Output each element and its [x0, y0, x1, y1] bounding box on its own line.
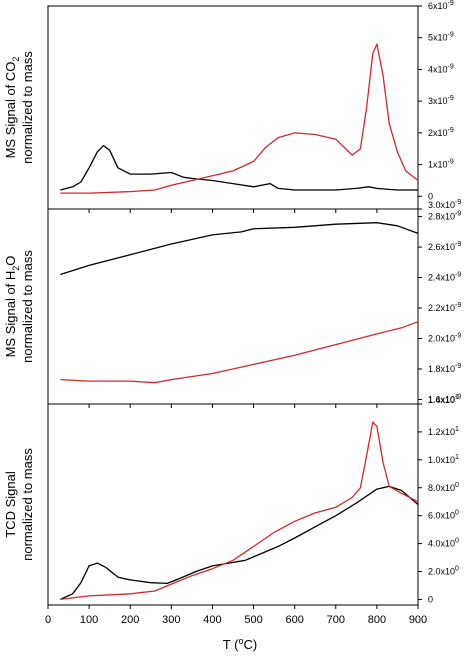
y-tick-label: 4.0x100 — [428, 538, 459, 549]
series-line-2 — [60, 421, 419, 601]
chart-panel-2: 1.6x10-9 1.8x10-9 2.0x10-9 2.2x10-9 2.4x10-9… — [3, 199, 461, 408]
y-tick-label: 1.0x101 — [428, 454, 459, 465]
y-tick-label: 1.6x10-9 — [428, 393, 461, 404]
y-tick-label: 2.8x10-9 — [428, 211, 461, 222]
x-tick-label: 200 — [121, 614, 139, 626]
y-tick-label: 1.2x101 — [428, 426, 459, 437]
chart-panel-3: 0 2.0x100 4.0x100 6.0x100 8.0x100 1.0x101 1.2x… — [3, 394, 459, 609]
plot-frame — [47, 5, 419, 210]
chart-panel-1: 0 1x10-9 2x10-9 3x10-9 4x10-9 5x10-9 6x10-9 MS … — [3, 0, 454, 213]
series-line-1 — [60, 222, 419, 276]
chart-panels: 0 1x10-9 2x10-9 3x10-9 4x10-9 5x10-9 6x10-9 MS … — [3, 0, 461, 609]
x-tick-label: 800 — [368, 614, 386, 626]
plot-frame — [47, 403, 419, 606]
y-axis-label: MS Signal of H2O normalized to mass — [3, 250, 35, 363]
series-line-1 — [60, 144, 418, 191]
y-axis-label: TCD Signal normalized to mass — [3, 448, 35, 561]
x-tick-label: 300 — [162, 614, 180, 626]
y-tick-label: 2.0x100 — [428, 566, 459, 577]
y-tick-label: 2.6x10-9 — [428, 241, 461, 252]
y-tick-label: 0 — [428, 594, 433, 604]
y-tick-label: 1.8x10-9 — [428, 363, 461, 374]
x-tick-label: 400 — [203, 614, 221, 626]
y-tick-label: 2.0x10-9 — [428, 332, 461, 343]
y-tick-label: 5x10-9 — [428, 32, 454, 43]
y-tick-label: 3.0x10-9 — [428, 199, 461, 210]
y-tick-label: 4x10-9 — [428, 63, 454, 74]
x-tick-label: 900 — [409, 614, 427, 626]
y-tick-label: 2.2x10-9 — [428, 302, 461, 313]
y-tick-label: 1x10-9 — [428, 159, 454, 170]
plot-frame — [47, 208, 419, 405]
series-line-1 — [60, 485, 419, 600]
x-tick-label: 100 — [80, 614, 98, 626]
y-axis-label: MS Signal of CO2normalized to mass — [3, 51, 35, 164]
x-tick-label: 600 — [285, 614, 303, 626]
y-tick-label: 8.0x100 — [428, 482, 459, 493]
y-tick-label: 2x10-9 — [428, 127, 454, 138]
series-line-2 — [60, 43, 419, 194]
x-axis-label: T (oC) — [223, 636, 257, 652]
y-tick-label: 0 — [428, 191, 433, 201]
y-tick-label: 6.0x100 — [428, 510, 459, 521]
y-tick-label: 2.4x10-9 — [428, 272, 461, 283]
x-tick-label: 500 — [244, 614, 262, 626]
x-tick-label: 0 — [45, 614, 51, 626]
x-tick-label: 700 — [327, 614, 345, 626]
series-line-2 — [60, 321, 419, 384]
y-tick-label: 3x10-9 — [428, 95, 454, 106]
x-axis: T (oC) 0 100 200 300 400 500 600 700 800 900 — [45, 614, 427, 652]
y-tick-label: 1.4x101 — [428, 394, 459, 405]
y-tick-label: 6x10-9 — [428, 0, 454, 11]
